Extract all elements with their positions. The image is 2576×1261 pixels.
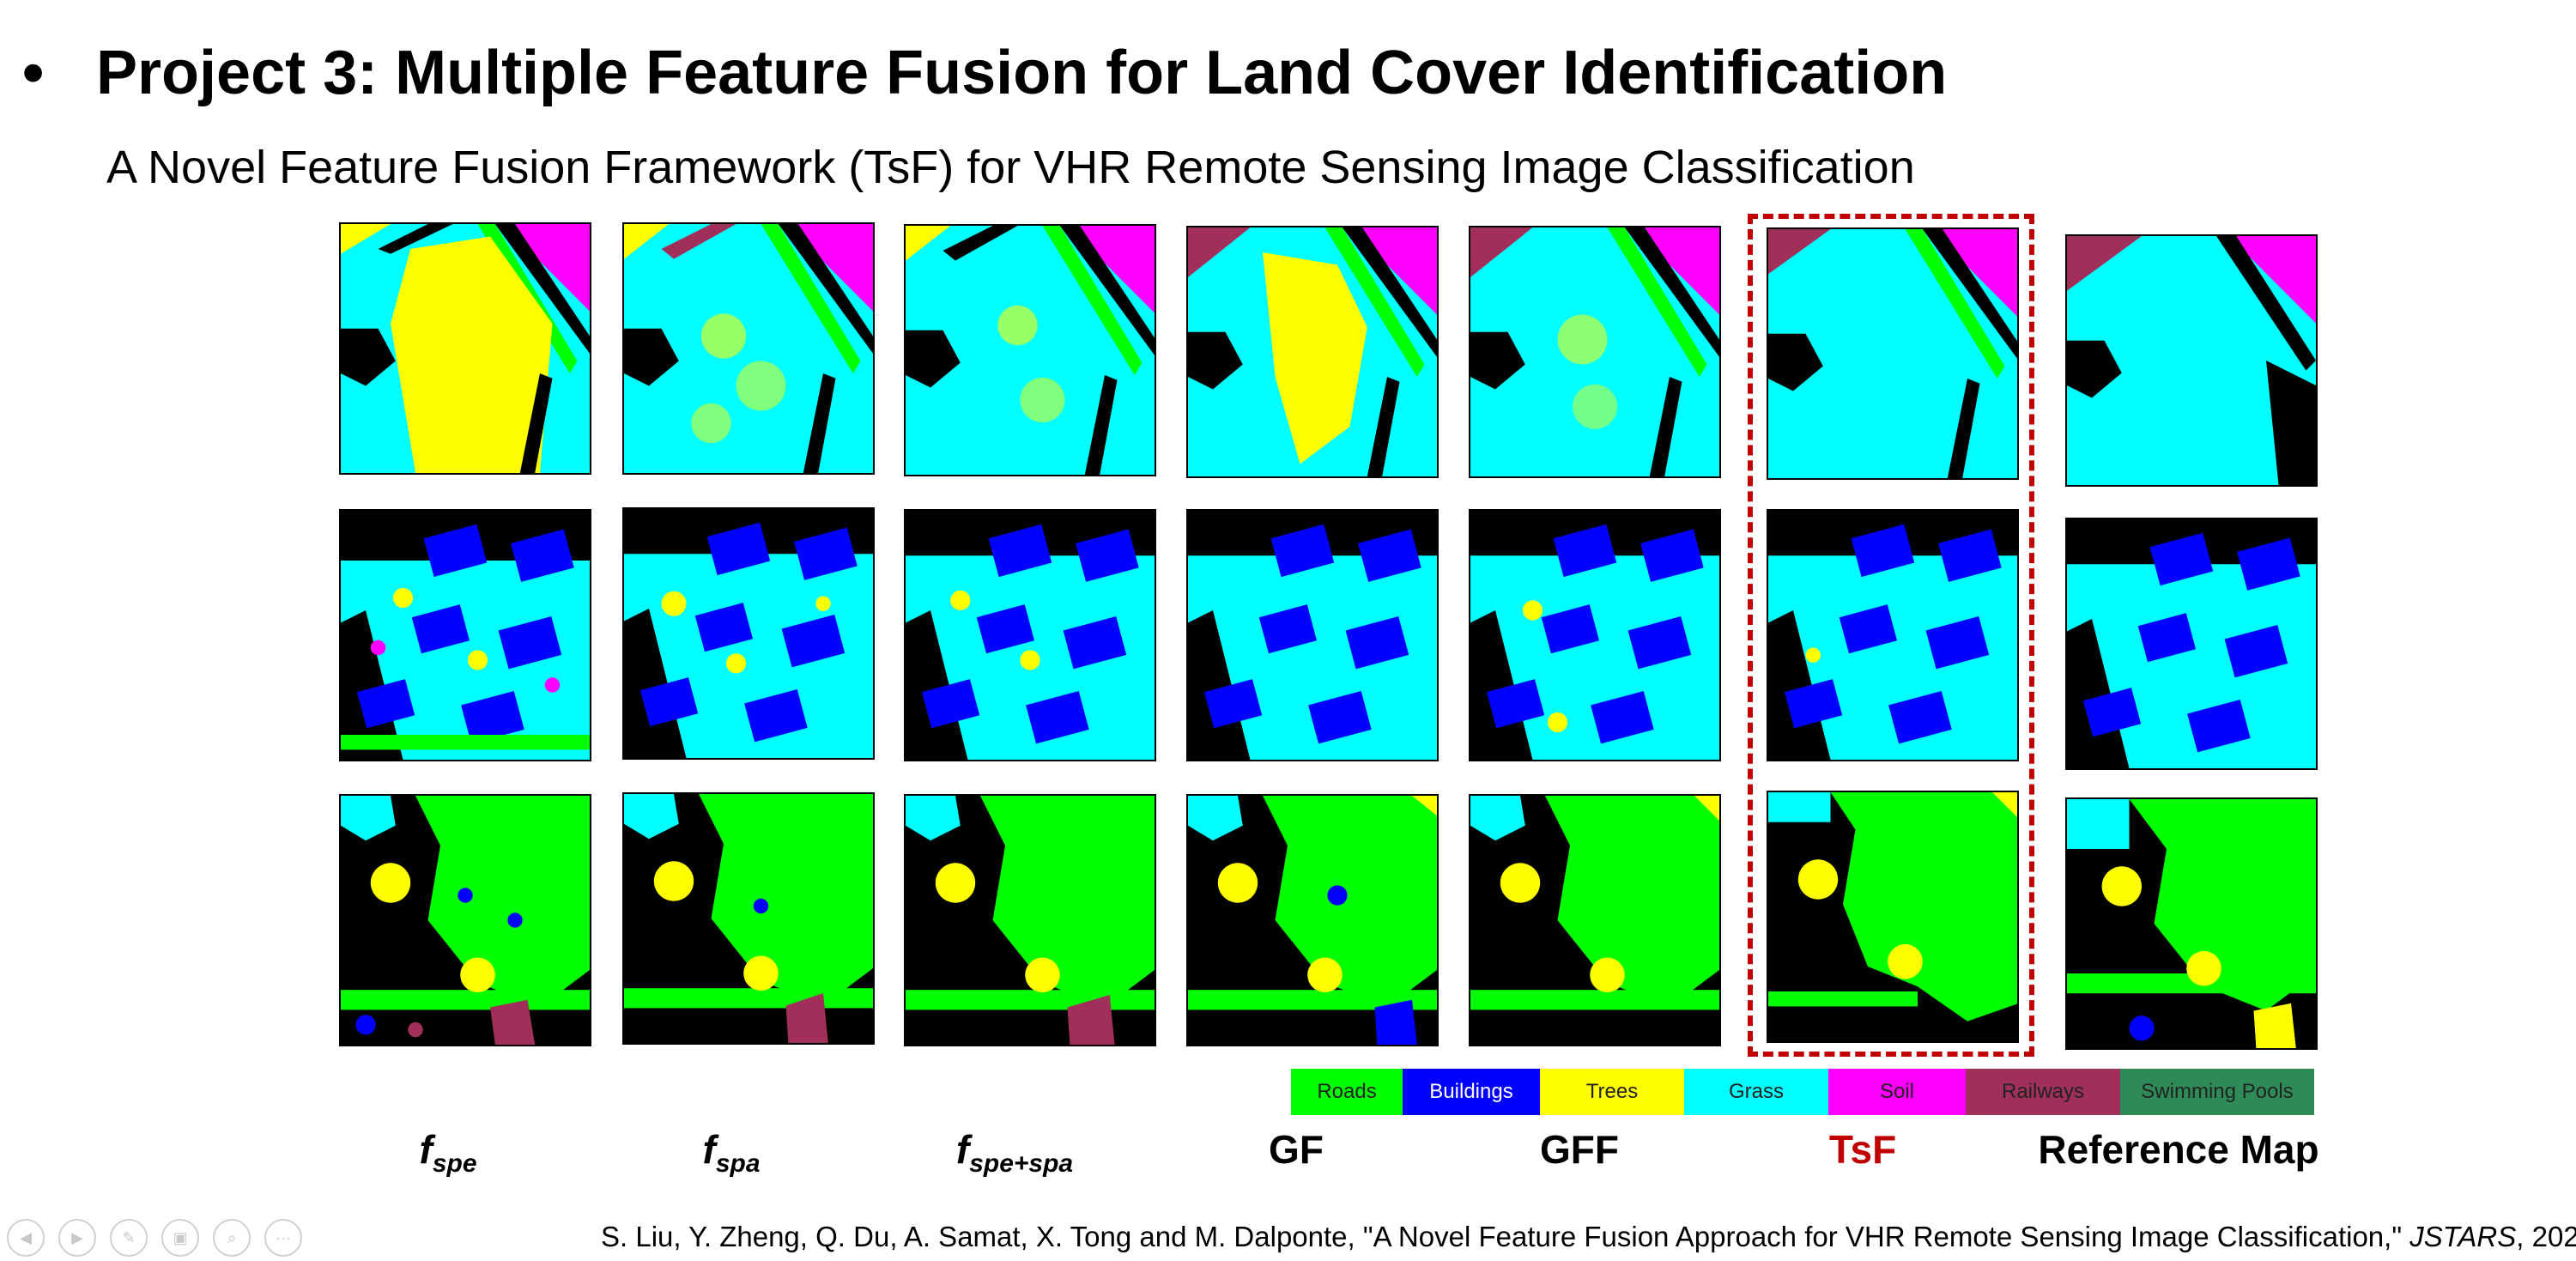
- map-gf-scene-2: [1186, 509, 1439, 761]
- legend-swimming-pools: Swimming Pools: [2120, 1069, 2314, 1115]
- map-fspe-scene-3: [339, 794, 591, 1046]
- legend-railways: Railways: [1966, 1069, 2120, 1115]
- label-fspe-spa-sub: spe+spa: [969, 1149, 1074, 1178]
- label-fspa-main: f: [702, 1127, 716, 1172]
- zoom-icon[interactable]: ⌕: [213, 1219, 251, 1257]
- map-gf-scene-3: [1186, 794, 1439, 1046]
- map-fspe-spa-scene-3: [904, 794, 1156, 1046]
- map-tsf-scene-1: [1767, 227, 2019, 480]
- map-reference-scene-1: [2065, 234, 2318, 487]
- citation: S. Liu, Y. Zheng, Q. Du, A. Samat, X. To…: [601, 1221, 2576, 1253]
- map-fspa-scene-1: [622, 222, 875, 475]
- citation-journal: JSTARS: [2409, 1221, 2517, 1252]
- label-reference-map: Reference Map: [2038, 1127, 2319, 1172]
- class-legend: Roads Buildings Trees Grass Soil Railway…: [1291, 1069, 2314, 1115]
- map-fspe-scene-1: [339, 222, 591, 475]
- tsf-highlight-box: [1748, 214, 2034, 1057]
- legend-grass: Grass: [1684, 1069, 1828, 1115]
- prev-icon[interactable]: ◀: [7, 1219, 45, 1257]
- label-fspa: fspa: [603, 1126, 860, 1179]
- map-gf-scene-1: [1186, 226, 1439, 478]
- label-fspa-sub: spa: [715, 1149, 761, 1178]
- label-fspe-sub: spe: [432, 1149, 477, 1178]
- map-gff-scene-3: [1469, 794, 1721, 1046]
- legend-roads: Roads: [1291, 1069, 1403, 1115]
- slide-subtitle: A Novel Feature Fusion Framework (TsF) f…: [106, 142, 1915, 193]
- map-reference-scene-3: [2065, 797, 2318, 1050]
- title-bullet: •: [22, 39, 45, 107]
- next-icon[interactable]: ▶: [58, 1219, 96, 1257]
- label-fspe-spa-main: f: [955, 1127, 970, 1172]
- map-gff-scene-2: [1469, 509, 1721, 761]
- label-fspe-main: f: [419, 1127, 433, 1172]
- legend-trees: Trees: [1540, 1069, 1684, 1115]
- slide-title: Project 3: Multiple Feature Fusion for L…: [96, 39, 1948, 107]
- label-gf: GF: [1269, 1127, 1324, 1172]
- map-tsf-scene-3: [1767, 791, 2019, 1043]
- legend-soil: Soil: [1828, 1069, 1966, 1115]
- map-fspe-spa-scene-1: [904, 224, 1156, 476]
- map-tsf-scene-2: [1767, 509, 2019, 761]
- citation-year: , 2021.: [2516, 1221, 2576, 1252]
- label-fspe: fspe: [319, 1126, 577, 1179]
- slides-icon[interactable]: ▣: [161, 1219, 199, 1257]
- map-fspa-scene-3: [622, 792, 875, 1045]
- label-gff: GFF: [1540, 1127, 1619, 1172]
- map-reference-scene-2: [2065, 518, 2318, 770]
- label-fspe-spa: fspe+spa: [886, 1126, 1143, 1179]
- citation-authors: S. Liu, Y. Zheng, Q. Du, A. Samat, X. To…: [601, 1221, 2410, 1252]
- more-icon[interactable]: ···: [264, 1219, 302, 1257]
- legend-buildings: Buildings: [1403, 1069, 1540, 1115]
- map-gff-scene-1: [1469, 226, 1721, 478]
- map-fspe-spa-scene-2: [904, 509, 1156, 761]
- slideshow-nav: ◀ ▶ ✎ ▣ ⌕ ···: [7, 1219, 302, 1257]
- map-fspa-scene-2: [622, 507, 875, 760]
- label-tsf: TsF: [1828, 1127, 1897, 1172]
- map-fspe-scene-2: [339, 509, 591, 761]
- pen-icon[interactable]: ✎: [110, 1219, 148, 1257]
